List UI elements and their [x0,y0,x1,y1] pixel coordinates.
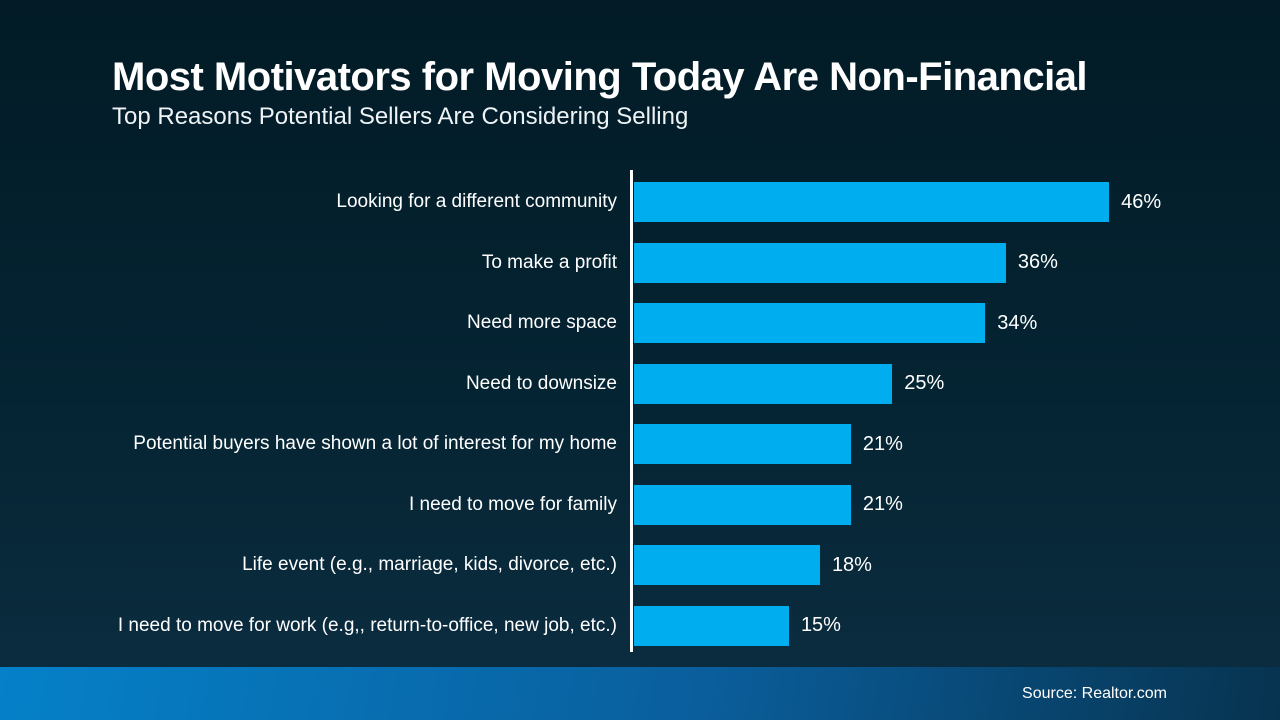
category-label: Looking for a different community [336,191,617,213]
chart-row: Need more space 34% [0,293,1280,354]
category-label: Potential buyers have shown a lot of int… [133,433,617,455]
value-label: 18% [831,553,872,576]
value-label: 25% [904,372,945,395]
bar [634,303,986,344]
category-label: Need to downsize [465,372,617,394]
bar-chart: Looking for a different community 46% To m… [0,172,1280,656]
chart-subtitle: Top Reasons Potential Sellers Are Consid… [112,103,689,130]
bar [634,484,851,525]
bar [634,242,1006,283]
bar-track: 25% [634,363,1280,404]
category-label: I need to move for work (e.g,, return-to… [117,614,617,636]
chart-title: Most Motivators for Moving Today Are Non… [112,55,1088,99]
category-label: Need more space [467,312,617,334]
chart-row: I need to move for family 21% [0,475,1280,536]
bar-track: 21% [634,484,1280,525]
bar-track: 34% [634,303,1280,344]
bar-track: 18% [634,545,1280,586]
bar [634,424,851,465]
bar [634,545,820,586]
chart-row: I need to move for work (e.g,, return-to… [0,596,1280,657]
chart-row: Life event (e.g., marriage, kids, divorc… [0,535,1280,596]
value-label: 34% [997,311,1038,334]
bar [634,363,893,404]
bar-track: 46% [634,182,1280,223]
value-label: 46% [1121,190,1162,213]
value-label: 21% [862,493,903,516]
bar-track: 21% [634,424,1280,465]
bar-track: 36% [634,242,1280,283]
category-label: Life event (e.g., marriage, kids, divorc… [242,554,617,576]
chart-row: To make a profit 36% [0,233,1280,294]
value-label: 21% [862,432,903,455]
source-text: Source: Realtor.com [1022,684,1167,702]
axis-baseline [630,170,633,652]
chart-row: Need to downsize 25% [0,354,1280,415]
value-label: 36% [1017,251,1058,274]
chart-row: Potential buyers have shown a lot of int… [0,414,1280,475]
bar [634,605,789,646]
category-label: I need to move for family [408,493,617,515]
bar-track: 15% [634,605,1280,646]
chart-rows: Looking for a different community 46% To m… [0,172,1280,656]
value-label: 15% [800,614,841,637]
category-label: To make a profit [481,251,617,273]
bar [634,182,1110,223]
chart-row: Looking for a different community 46% [0,172,1280,233]
footer-bar: Source: Realtor.com [0,667,1280,720]
